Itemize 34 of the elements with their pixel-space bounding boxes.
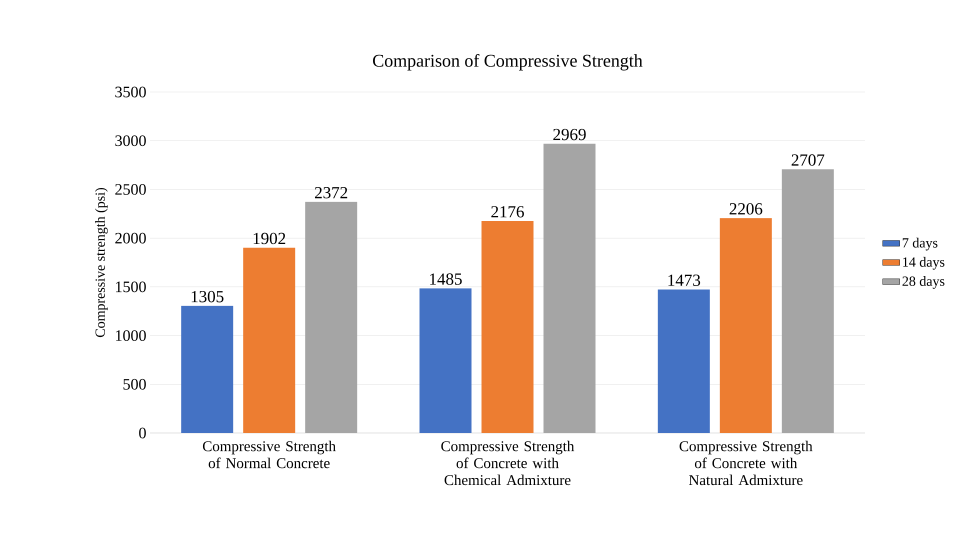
bar	[420, 288, 472, 433]
bar	[181, 306, 234, 433]
bar	[482, 220, 534, 433]
data-label: 2206	[730, 203, 762, 215]
data-label: 2372	[314, 186, 348, 198]
y-tick-label: 2000	[115, 232, 146, 244]
data-label: 1473	[668, 274, 700, 286]
data-label: 1305	[192, 290, 224, 302]
chart-title: Comparison of Compressive Strength	[373, 54, 642, 71]
x-tick-label: Compressive Strength of Concrete with Natural Admixture	[680, 440, 812, 486]
bar	[243, 248, 296, 433]
x-tick-label: Compressive Strength of Normal Concrete	[202, 440, 336, 468]
data-label: 2176	[491, 206, 524, 218]
bar	[544, 144, 596, 433]
legend-label: 14 days	[903, 256, 944, 270]
data-label: 2969	[553, 128, 586, 140]
bar	[305, 202, 358, 433]
y-tick-label: 500	[123, 378, 146, 390]
y-tick-label: 1000	[116, 330, 146, 341]
bar	[782, 169, 834, 433]
y-tick-label: 3000	[115, 135, 146, 146]
data-label: 1902	[254, 232, 286, 244]
legend-label: 7 days	[902, 238, 938, 250]
data-label: 1485	[430, 273, 462, 285]
x-tick-label: Compressive Strength of Concrete with Chemical Admixture	[441, 440, 574, 486]
y-tick-label: 0	[139, 428, 146, 438]
bar	[658, 289, 710, 433]
y-tick-label: 2500	[115, 184, 146, 195]
data-label: 2707	[792, 154, 824, 166]
y-axis-title: Compressive strength (psi)	[95, 188, 108, 338]
legend-label: 28 days	[902, 276, 944, 289]
y-tick-label: 1500	[116, 281, 146, 292]
bar	[720, 218, 772, 433]
y-tick-label: 3500	[115, 86, 146, 98]
